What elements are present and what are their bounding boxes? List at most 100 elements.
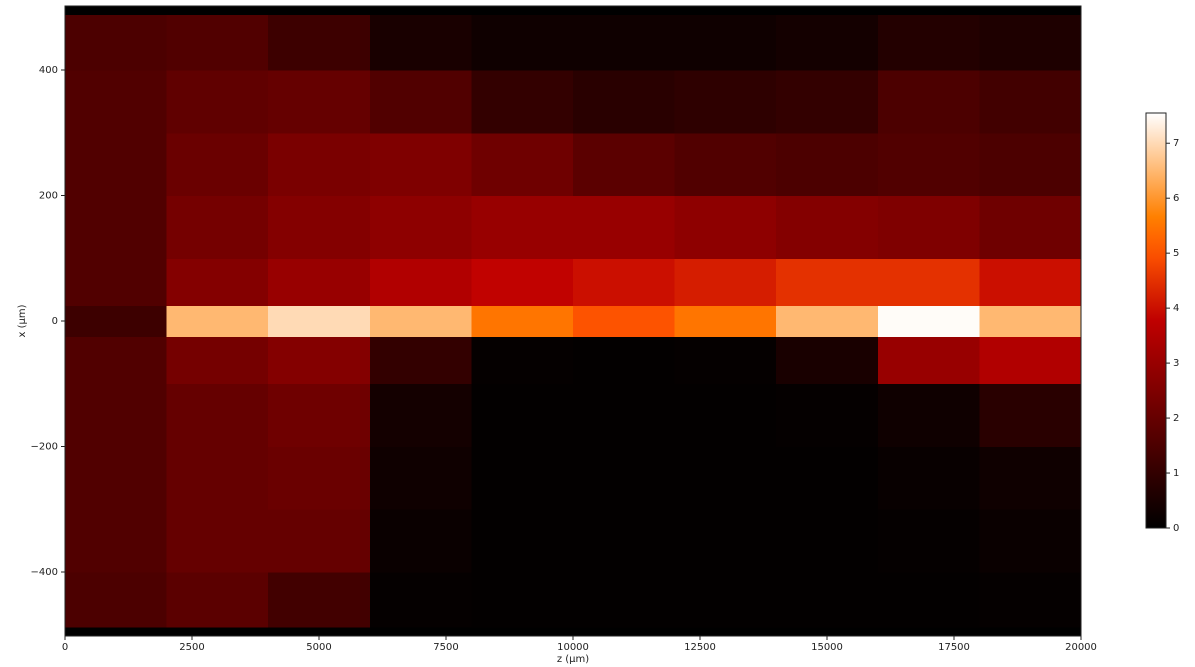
heatmap-cell: [471, 509, 573, 572]
heatmap-cell: [675, 509, 777, 572]
heatmap-cell: [471, 196, 573, 259]
heatmap-cell: [167, 70, 269, 133]
heatmap-cell: [878, 133, 980, 196]
y-tick-label: 400: [39, 65, 58, 76]
heatmap-cell: [776, 15, 878, 71]
heatmap-cell: [675, 572, 777, 628]
heatmap-cell: [573, 572, 675, 628]
heatmap: [65, 15, 1082, 628]
heatmap-cell: [776, 384, 878, 447]
heatmap-cell: [573, 509, 675, 572]
x-tick-label: 15000: [811, 642, 843, 653]
colorbar-tick-label: 4: [1173, 303, 1179, 314]
heatmap-cell: [979, 337, 1081, 385]
y-axis-label: x (μm): [17, 304, 28, 337]
heatmap-cell: [471, 384, 573, 447]
x-tick-label: 5000: [306, 642, 331, 653]
colorbar-tick-label: 5: [1173, 248, 1179, 259]
heatmap-cell: [268, 337, 370, 385]
chart: z (μm) x (μm) 02500500075001000012500150…: [0, 0, 1195, 667]
colorbar-tick-label: 1: [1173, 468, 1179, 479]
heatmap-cell: [167, 305, 269, 337]
heatmap-cell: [65, 305, 167, 337]
heatmap-cell: [65, 384, 167, 447]
colorbar-tick-label: 7: [1173, 138, 1179, 149]
heatmap-cell: [979, 509, 1081, 572]
heatmap-cell: [979, 196, 1081, 259]
heatmap-cell: [573, 258, 675, 306]
heatmap-cell: [878, 446, 980, 509]
heatmap-cell: [776, 446, 878, 509]
heatmap-cell: [167, 15, 269, 71]
heatmap-cell: [167, 384, 269, 447]
heatmap-cell: [268, 384, 370, 447]
heatmap-cell: [167, 258, 269, 306]
heatmap-cell: [878, 196, 980, 259]
heatmap-cell: [370, 305, 472, 337]
heatmap-cell: [979, 15, 1081, 71]
x-tick-label: 20000: [1065, 642, 1097, 653]
heatmap-cell: [471, 15, 573, 71]
heatmap-cell: [675, 70, 777, 133]
heatmap-cell: [878, 305, 980, 337]
heatmap-cell: [65, 258, 167, 306]
heatmap-cell: [675, 337, 777, 385]
heatmap-cell: [979, 572, 1081, 628]
heatmap-cell: [979, 70, 1081, 133]
heatmap-cell: [268, 258, 370, 306]
heatmap-cell: [776, 337, 878, 385]
heatmap-cell: [675, 384, 777, 447]
heatmap-cell: [573, 196, 675, 259]
x-tick-label: 2500: [179, 642, 204, 653]
heatmap-cell: [65, 572, 167, 628]
heatmap-cell: [65, 70, 167, 133]
heatmap-cell: [776, 305, 878, 337]
heatmap-cell: [979, 305, 1081, 337]
heatmap-cell: [65, 133, 167, 196]
heatmap-cell: [878, 572, 980, 628]
x-tick-label: 0: [62, 642, 68, 653]
heatmap-cell: [167, 572, 269, 628]
colorbar-tick-label: 6: [1173, 193, 1179, 204]
heatmap-cell: [471, 337, 573, 385]
heatmap-cell: [268, 15, 370, 71]
heatmap-cell: [776, 196, 878, 259]
heatmap-cell: [268, 572, 370, 628]
heatmap-cell: [471, 133, 573, 196]
x-tick-label: 12500: [684, 642, 716, 653]
heatmap-cell: [573, 305, 675, 337]
x-axis-label: z (μm): [557, 654, 589, 665]
colorbar-tick-label: 0: [1173, 523, 1179, 534]
colorbar-tick-label: 3: [1173, 358, 1179, 369]
heatmap-cell: [167, 446, 269, 509]
heatmap-cell: [979, 384, 1081, 447]
x-tick-label: 17500: [938, 642, 970, 653]
heatmap-cell: [776, 258, 878, 306]
heatmap-cell: [65, 15, 167, 71]
heatmap-cell: [878, 337, 980, 385]
heatmap-cell: [878, 70, 980, 133]
heatmap-cell: [471, 258, 573, 306]
heatmap-cell: [776, 572, 878, 628]
heatmap-cell: [776, 133, 878, 196]
heatmap-cell: [167, 133, 269, 196]
colorbar: [1146, 113, 1166, 528]
heatmap-cell: [573, 446, 675, 509]
heatmap-cell: [573, 70, 675, 133]
heatmap-cell: [268, 196, 370, 259]
y-tick-label: 0: [52, 316, 58, 327]
heatmap-cell: [573, 133, 675, 196]
heatmap-cell: [65, 446, 167, 509]
heatmap-cell: [878, 15, 980, 71]
heatmap-cell: [370, 15, 472, 71]
heatmap-cell: [878, 509, 980, 572]
heatmap-cell: [675, 446, 777, 509]
heatmap-cell: [573, 337, 675, 385]
heatmap-cell: [573, 15, 675, 71]
heatmap-cell: [268, 70, 370, 133]
heatmap-cell: [979, 258, 1081, 306]
heatmap-cell: [471, 70, 573, 133]
y-tick-label: 200: [39, 191, 58, 202]
heatmap-cell: [167, 337, 269, 385]
heatmap-cell: [471, 572, 573, 628]
